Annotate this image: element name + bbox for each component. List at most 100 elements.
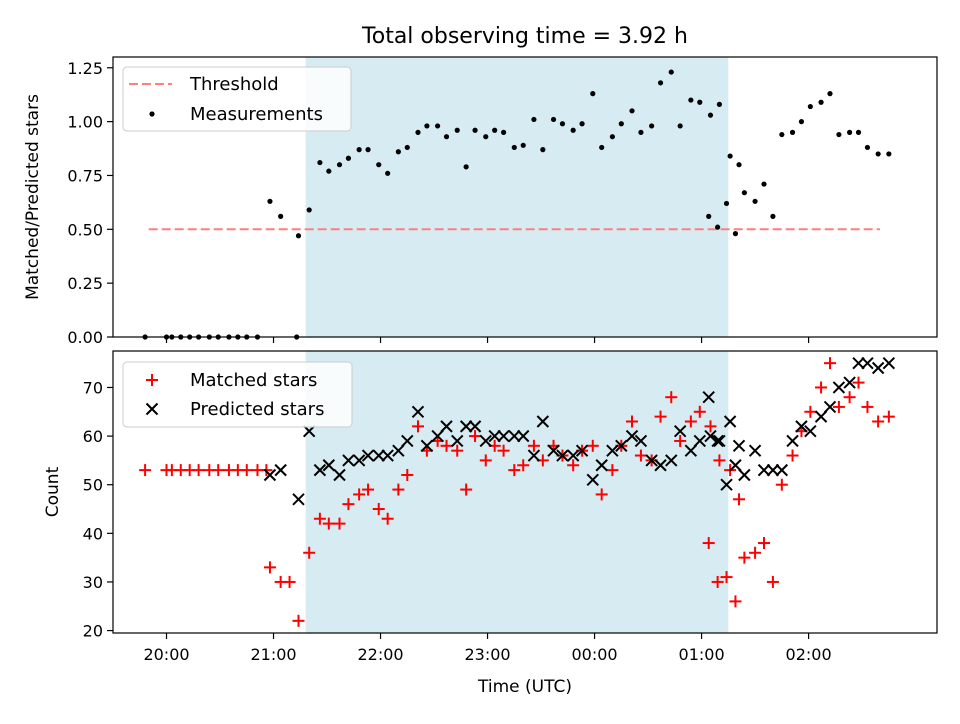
bottom-y-tick-label: 30 (83, 573, 103, 592)
matched-star-point (775, 478, 788, 491)
matched-star-point (508, 464, 521, 477)
measurement-point (385, 170, 391, 176)
predicted-star-point (748, 444, 762, 457)
matched-star-point (606, 464, 619, 477)
measurement-point (649, 123, 655, 129)
matched-star-point (353, 488, 366, 501)
measurement-point (365, 147, 371, 153)
x-tick-label: 01:00 (679, 645, 725, 664)
top-panel: 0.00 0.25 0.50 0.75 1.00 1.25 Matched/Predict… (23, 56, 938, 347)
predicted-star-point (795, 420, 808, 433)
legend-measurements-label: Measurements (190, 104, 323, 125)
measurement-point (492, 127, 498, 133)
matched-star-point (861, 400, 874, 413)
legend-measurements-swatch (149, 111, 155, 117)
measurement-point (741, 190, 747, 196)
measurement-point (415, 129, 421, 135)
matched-star-point (517, 459, 530, 472)
top-legend-box (122, 66, 352, 132)
predicted-star-point (508, 429, 521, 443)
matched-star-point (381, 512, 394, 525)
measurement-point (716, 101, 723, 107)
measurement-point (875, 151, 881, 157)
predicted-star-point (804, 425, 817, 438)
predicted-star-point (451, 434, 464, 448)
matched-star-point (469, 430, 482, 443)
measurement-point (864, 144, 871, 151)
bottom-y-tick-label: 60 (83, 427, 103, 446)
matched-star-point (674, 434, 687, 447)
matched-star-point (815, 381, 828, 394)
predicted-star-point (757, 463, 771, 477)
predicted-star-point (738, 468, 751, 482)
measurement-point (376, 162, 382, 168)
measurement-point (779, 131, 785, 138)
matched-star-point (303, 546, 316, 559)
predicted-star-point (361, 449, 375, 462)
predicted-star-point (459, 420, 473, 433)
bottom-legend: Matched stars Predicted stars (122, 361, 353, 428)
measurement-point (345, 155, 352, 161)
predicted-star-point (381, 449, 394, 462)
measurement-point (752, 198, 758, 204)
matched-star-point (192, 464, 205, 477)
measurement-point (540, 147, 546, 153)
top-y-tick-label: 0.00 (67, 328, 103, 347)
measurement-point (336, 162, 343, 168)
x-tick-label: 21:00 (250, 645, 296, 664)
matched-star-point (451, 444, 464, 457)
predicted-star-point (823, 400, 837, 414)
matched-star-point (766, 575, 779, 588)
predicted-star-point (702, 390, 715, 404)
bottom-shaded-region (305, 351, 729, 633)
top-shaded-region (305, 57, 729, 337)
measurement-point (770, 213, 776, 219)
chart-title: Total observing time = 3.92 h (361, 24, 688, 49)
predicted-star-point (401, 434, 414, 448)
predicted-star-point (333, 468, 346, 482)
matched-star-point (411, 420, 424, 433)
x-tick-label: 20:00 (143, 645, 189, 664)
matched-star-point (852, 376, 865, 389)
bottom-y-tick-label: 40 (83, 524, 103, 543)
predicted-star-point (263, 468, 277, 482)
measurement-point (559, 121, 566, 127)
matched-star-point (342, 498, 355, 511)
legend-threshold-label: Threshold (189, 74, 279, 95)
matched-star-point (479, 454, 492, 467)
measurement-point (295, 233, 302, 239)
measurement-point (668, 69, 674, 75)
measurement-point (727, 153, 733, 159)
matched-star-point (362, 483, 375, 496)
matched-star-point (240, 464, 253, 477)
bottom-panel: 20 30 40 50 60 70 20:00 21:00 22:00 23:00 00:00 01:… (43, 350, 938, 697)
predicted-star-point (615, 439, 628, 453)
predicted-star-point (713, 434, 726, 448)
matched-star-point (401, 468, 414, 481)
bottom-plot-frame (112, 350, 938, 634)
top-y-tick-label: 1.00 (67, 113, 103, 132)
measurement-point (688, 97, 694, 103)
matched-star-point (882, 410, 895, 423)
measurement-point (395, 149, 401, 155)
predicted-star-point (392, 444, 405, 457)
predicted-star-point (527, 449, 541, 462)
matched-star-point (595, 488, 608, 501)
predicted-star-point (497, 429, 510, 443)
measurement-point (855, 129, 862, 135)
top-y-axis-label: Matched/Predicted stars (23, 94, 43, 300)
measurement-point (599, 144, 605, 151)
measurement-point (847, 129, 853, 135)
measurement-point (463, 164, 469, 170)
predicted-star-point (786, 434, 799, 448)
measurement-point (827, 91, 833, 97)
measurement-point (629, 108, 635, 114)
predicted-star-point (684, 444, 698, 457)
predicted-star-point (732, 439, 746, 453)
measurement-point (886, 151, 892, 157)
predicted-star-point (313, 463, 327, 477)
legend-matched-label: Matched stars (190, 370, 317, 391)
predicted-star-point (711, 434, 724, 448)
matched-star-point (872, 415, 885, 428)
measurement-point (697, 99, 703, 105)
